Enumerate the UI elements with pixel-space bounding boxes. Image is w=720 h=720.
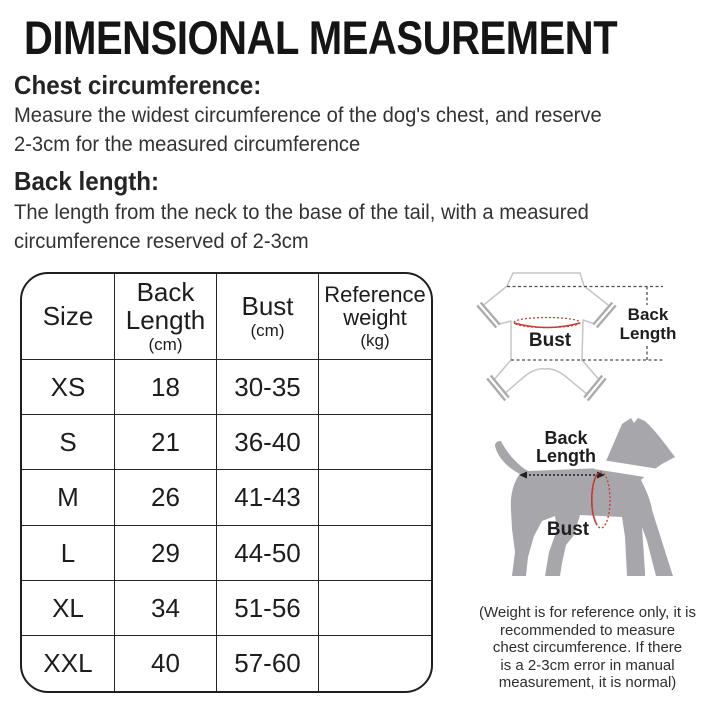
table-header-back-length: Back Length (cm)	[115, 274, 217, 360]
table-cell-back-length: 40	[115, 635, 217, 691]
back-length-arrow	[519, 471, 605, 479]
table-header-bust: Bust (cm)	[217, 274, 319, 360]
table-cell-reference-weight	[319, 581, 431, 636]
table-cell-bust: 30-35	[217, 360, 319, 416]
bust-measure-ellipse	[513, 316, 581, 329]
table-cell-size: M	[22, 470, 115, 526]
cuff-bands	[476, 301, 617, 402]
weight-reference-note: (Weight is for reference only, it is rec…	[478, 604, 697, 691]
dog-length-label: Length	[536, 446, 596, 466]
chest-circumference-heading: Chest circumference:	[14, 70, 262, 100]
back-length-description: The length from the neck to the base of …	[14, 201, 589, 253]
table-cell-bust: 41-43	[217, 470, 319, 526]
chest-circumference-description: Measure the widest circumference of the …	[14, 104, 602, 156]
table-cell-size: L	[22, 525, 115, 581]
table-header-size: Size	[22, 274, 115, 360]
table-cell-size: XXL	[22, 635, 115, 691]
table-cell-reference-weight	[319, 526, 431, 581]
table-cell-size: XS	[22, 360, 115, 416]
table-cell-back-length: 18	[115, 360, 217, 416]
flat-length-label: Length	[620, 324, 677, 343]
table-cell-bust: 36-40	[217, 415, 319, 471]
collar-band	[594, 459, 659, 479]
dog-diagram: Back Length Bust	[495, 418, 675, 576]
table-cell-reference-weight	[319, 636, 431, 691]
table-cell-back-length: 26	[115, 470, 217, 526]
size-table: Size Back Length (cm) Bust (cm) Referenc…	[20, 272, 433, 693]
table-cell-size: XL	[22, 580, 115, 636]
flat-back-label: Back	[628, 305, 669, 324]
flat-bust-label: Bust	[529, 330, 572, 351]
table-header-reference-weight: Reference weight (kg)	[319, 274, 431, 360]
table-cell-bust: 57-60	[217, 635, 319, 691]
table-cell-reference-weight	[319, 360, 431, 416]
table-cell-size: S	[22, 415, 115, 471]
table-cell-bust: 51-56	[217, 580, 319, 636]
dog-silhouette	[495, 418, 675, 576]
table-cell-back-length: 29	[115, 525, 217, 581]
back-length-heading: Back length:	[14, 166, 160, 196]
table-cell-back-length: 34	[115, 580, 217, 636]
bust-measure-ellipse	[590, 471, 611, 529]
table-cell-reference-weight	[319, 415, 431, 471]
dog-back-label: Back	[544, 428, 588, 448]
flat-garment-diagram: Bust Back Length	[476, 272, 677, 402]
table-cell-bust: 44-50	[217, 525, 319, 581]
page-title: DIMENSIONAL MEASUREMENT	[24, 11, 618, 64]
dog-bust-label: Bust	[547, 519, 590, 540]
table-cell-reference-weight	[319, 470, 431, 526]
back-length-extent-lines	[507, 285, 663, 361]
table-cell-back-length: 21	[115, 415, 217, 471]
